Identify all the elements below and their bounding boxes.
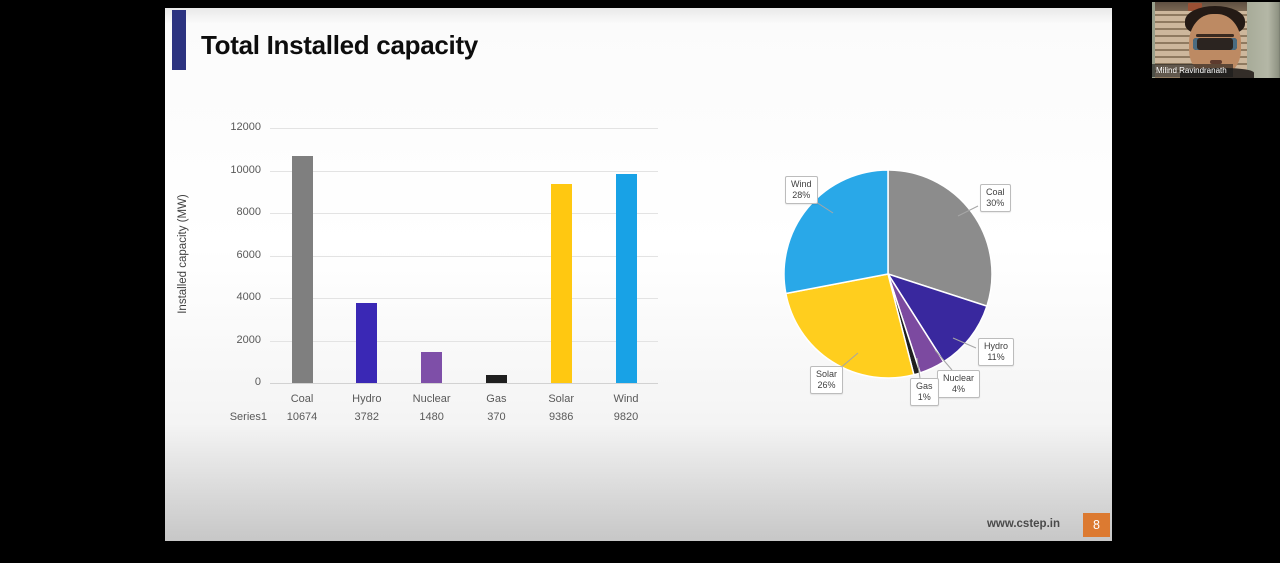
category-label-coal: Coal	[290, 393, 314, 405]
bar-coal	[291, 156, 313, 383]
webcam-tile[interactable]: Milind Ravindranath	[1152, 2, 1280, 78]
pie-label-gas: Gas 1%	[910, 378, 939, 406]
participant-glasses	[1193, 38, 1237, 50]
pie-slice-wind	[783, 169, 889, 295]
webcam-shelf-object	[1188, 3, 1202, 11]
bar-chart-category-row: Coal Hydro Nuclear Gas Solar Wind	[270, 393, 658, 409]
bar-solar	[550, 183, 572, 383]
category-label-nuclear: Nuclear	[412, 393, 451, 405]
value-label-nuclear: 1480	[419, 411, 444, 423]
y-tick-label-4000: 4000	[236, 291, 261, 303]
bar-gas	[485, 375, 507, 383]
pie-label-solar: Solar 26%	[810, 366, 844, 394]
gridline-10000	[270, 170, 658, 172]
y-tick-label-12000: 12000	[230, 121, 261, 133]
y-tick-label-8000: 8000	[236, 206, 261, 218]
value-label-coal: 10674	[286, 411, 318, 423]
y-tick-label-6000: 6000	[236, 248, 261, 261]
value-label-wind: 9820	[613, 411, 639, 423]
pie-label-coal: Coal 30%	[980, 184, 1011, 212]
bar-plot	[270, 128, 658, 384]
category-label-solar: Solar	[548, 393, 575, 405]
gridline-8000	[270, 213, 658, 214]
value-label-hydro: 3782	[354, 411, 380, 423]
bar-chart-value-row: 10674 3782 1480 370 9386 9820	[270, 411, 658, 427]
participant-eyebrows	[1196, 34, 1234, 37]
pie-label-hydro: Hydro 11%	[978, 338, 1015, 366]
y-tick-label-2000: 2000	[236, 333, 261, 346]
slide-page-number: 8	[1083, 513, 1110, 537]
footer-url: www.cstep.in	[986, 518, 1060, 530]
bar-chart-y-ticks: 0 2000 4000 6000 8000 10000 12000	[221, 121, 265, 388]
participant-name-label: Milind Ravindranath	[1152, 64, 1233, 77]
pie-label-wind: Wind 28%	[785, 176, 818, 204]
bar-wind	[615, 174, 637, 383]
gridline-0	[270, 383, 658, 384]
y-tick-label-0: 0	[254, 376, 261, 388]
bar-chart-series-label: Series1	[229, 411, 267, 423]
gridline-4000	[270, 298, 658, 299]
bar-hydro	[356, 302, 378, 383]
participant-mouth	[1210, 60, 1222, 64]
value-label-solar: 9386	[548, 411, 574, 423]
gridline-12000	[270, 128, 658, 129]
pie-slice-solar	[784, 273, 915, 379]
bar-chart-y-axis-title: Installed capacity (MW)	[177, 194, 189, 314]
slide-title: Total Installed capacity	[201, 30, 478, 60]
bar-nuclear	[421, 351, 443, 383]
category-label-wind: Wind	[613, 393, 639, 405]
gridline-6000	[270, 255, 658, 257]
gridline-2000	[270, 340, 658, 342]
title-accent-bar	[172, 10, 186, 70]
category-label-hydro: Hydro	[352, 393, 382, 405]
category-label-gas: Gas	[486, 393, 507, 405]
value-label-gas: 370	[487, 411, 506, 423]
pie-label-nuclear: Nuclear 4%	[937, 370, 981, 398]
y-tick-label-10000: 10000	[230, 163, 261, 176]
presentation-slide: Total Installed capacity Installed capac…	[165, 8, 1112, 541]
pie-chart	[783, 169, 993, 379]
